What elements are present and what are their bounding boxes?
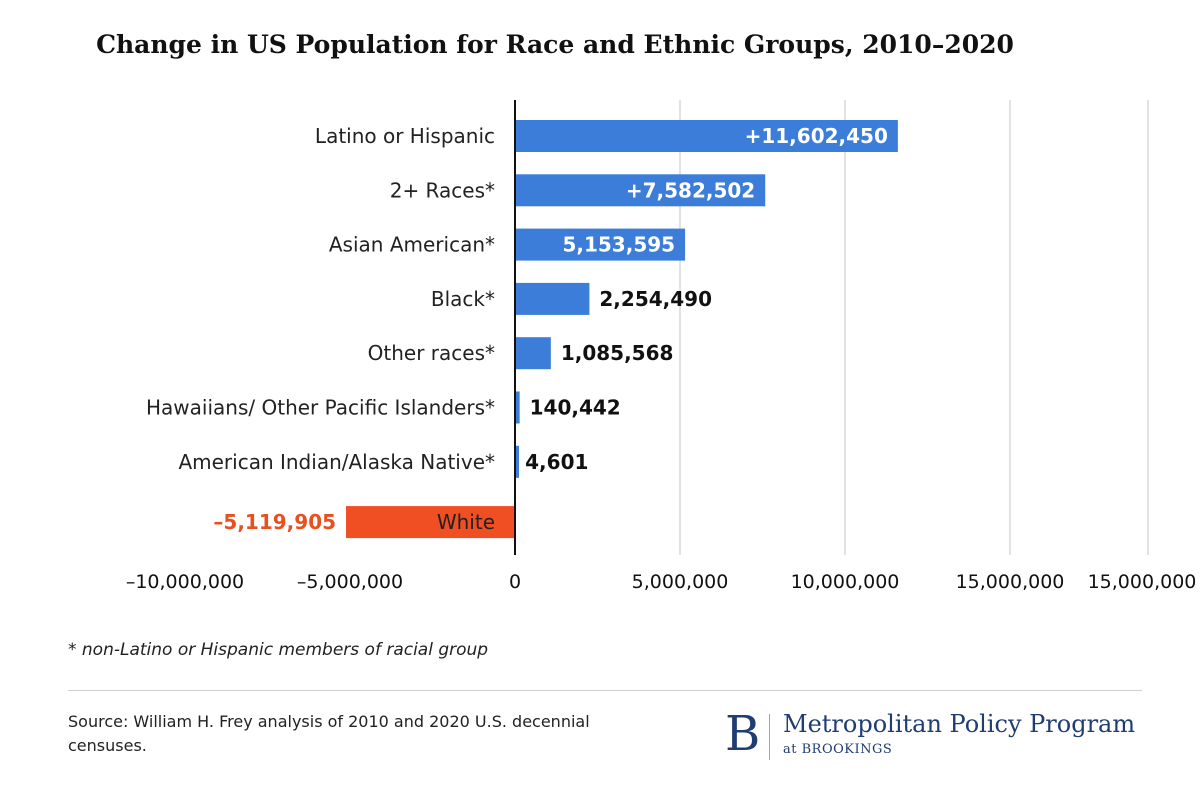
value-label-3: 2,254,490 (599, 287, 712, 311)
x-tick-label-4: 10,000,000 (791, 571, 900, 593)
chart-title: Change in US Population for Race and Eth… (96, 30, 1014, 59)
bar-6 (515, 445, 519, 478)
brand-subtitle: at BROOKINGS (783, 742, 893, 757)
category-label-0: Latino or Hispanic (315, 124, 495, 148)
bar-1 (515, 174, 766, 207)
chart-footnote: * non-Latino or Hispanic members of raci… (68, 640, 489, 660)
x-tick-label-1: –5,000,000 (297, 571, 403, 593)
bar-2 (515, 228, 686, 261)
source-note: Source: William H. Frey analysis of 2010… (68, 712, 590, 755)
category-label-6: American Indian/Alaska Native* (178, 450, 495, 474)
value-label-0: +11,602,450 (745, 124, 888, 148)
value-label-4: 1,085,568 (561, 341, 674, 365)
x-tick-label-6: 15,000,000 (1088, 571, 1197, 593)
value-label-1: +7,582,502 (626, 178, 755, 202)
brookings-logo: B Metropolitan Policy Program at BROOKIN… (725, 706, 1155, 768)
bar-0 (515, 120, 898, 152)
category-label-7: White (437, 510, 495, 534)
x-tick-label-0: –10,000,000 (126, 571, 244, 593)
brand-rule (769, 714, 770, 760)
bar-5 (515, 391, 520, 424)
divider (68, 690, 1142, 691)
value-label-5: 140,442 (530, 396, 621, 420)
x-tick-label-2: 0 (509, 571, 521, 593)
brand-mark: B (725, 706, 761, 762)
brand-name: Metropolitan Policy Program (783, 710, 1136, 738)
category-label-5: Hawaiians/ Other Pacific Islanders* (146, 396, 495, 420)
category-label-3: Black* (431, 287, 495, 311)
bar-7 (346, 506, 515, 539)
value-label-7: –5,119,905 (213, 510, 336, 534)
x-tick-label-5: 15,000,000 (956, 571, 1065, 593)
bar-3 (515, 282, 590, 315)
category-label-4: Other races* (368, 341, 495, 365)
x-tick-label-3: 5,000,000 (632, 571, 729, 593)
bar-chart: Latino or Hispanic +11,602,450 2+ Races* +7… (126, 100, 1197, 593)
category-label-2: Asian American* (329, 233, 495, 257)
bar-4 (515, 337, 551, 370)
value-label-6: 4,601 (525, 450, 588, 474)
value-label-2: 5,153,595 (562, 233, 675, 257)
category-label-1: 2+ Races* (390, 178, 495, 202)
